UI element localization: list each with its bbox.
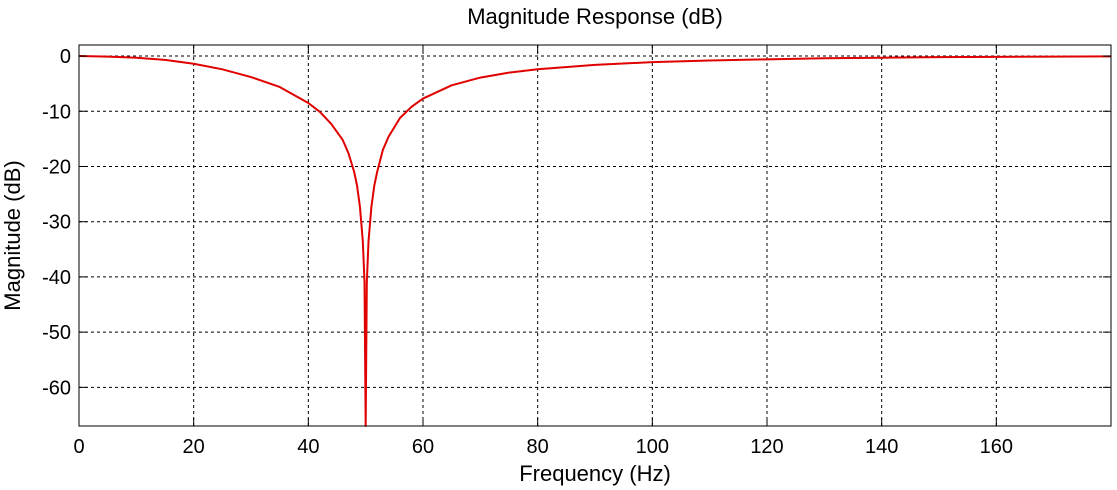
grid-lines bbox=[79, 45, 1111, 426]
x-tick-label: 20 bbox=[183, 436, 205, 458]
x-tick-label: 160 bbox=[980, 436, 1013, 458]
x-tick-label: 140 bbox=[865, 436, 898, 458]
chart-title: Magnitude Response (dB) bbox=[467, 4, 723, 29]
y-tick-label: 0 bbox=[60, 46, 71, 68]
series-layer bbox=[78, 55, 1112, 427]
x-tick-label: 40 bbox=[297, 436, 319, 458]
series-line bbox=[78, 55, 1112, 427]
y-tick-label: -20 bbox=[42, 156, 71, 178]
y-tick-label: -30 bbox=[42, 212, 71, 234]
x-tick-label: 0 bbox=[73, 436, 84, 458]
x-tick-label: 120 bbox=[750, 436, 783, 458]
plot-frame bbox=[78, 44, 1112, 427]
x-tick-label: 100 bbox=[636, 436, 669, 458]
x-tick-label: 80 bbox=[527, 436, 549, 458]
x-tick-label: 60 bbox=[412, 436, 434, 458]
y-axis-title: Magnitude (dB) bbox=[0, 160, 25, 310]
x-axis-title: Frequency (Hz) bbox=[519, 461, 671, 486]
axis-ticks: 0 20 40 60 80 100 120 140 160 0 -10 -20 -30 -40 -50 -60 bbox=[42, 45, 1111, 458]
plot-background bbox=[79, 45, 1111, 426]
y-tick-label: -40 bbox=[42, 267, 71, 289]
y-tick-label: -50 bbox=[42, 322, 71, 344]
y-tick-label: -60 bbox=[42, 377, 71, 399]
y-tick-label: -10 bbox=[42, 101, 71, 123]
